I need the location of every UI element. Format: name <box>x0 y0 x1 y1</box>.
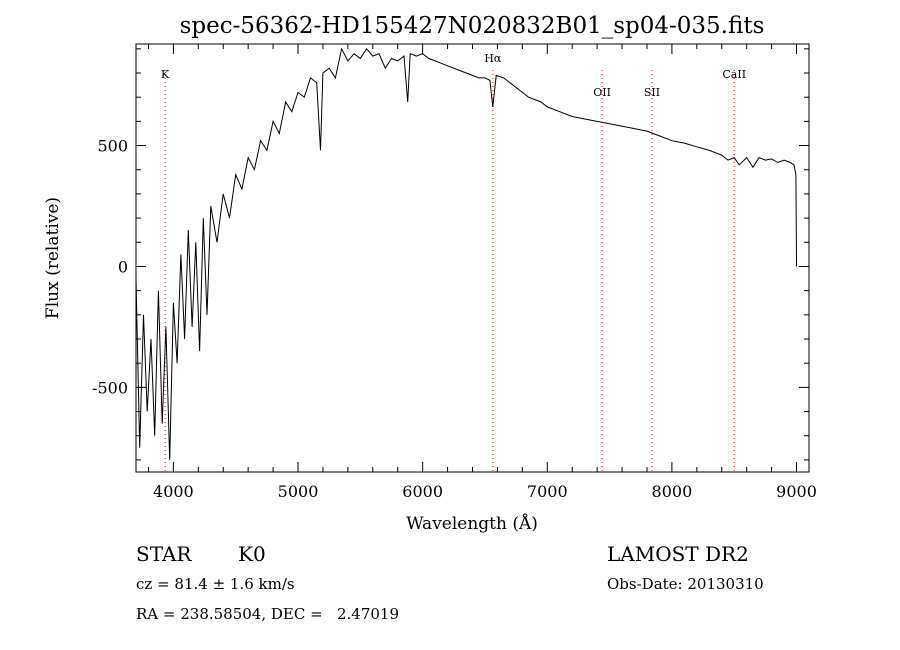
survey-name: LAMOST DR2 <box>607 542 749 566</box>
observation-date: Obs-Date: 20130310 <box>607 575 764 593</box>
object-subclass: K0 <box>238 542 266 566</box>
x-tick-label: 8000 <box>652 482 693 501</box>
y-tick-label: 500 <box>97 137 128 156</box>
x-tick-label: 5000 <box>278 482 319 501</box>
annotation-label: CaII <box>722 68 746 81</box>
spectrum-line <box>135 47 797 460</box>
x-tick-label: 7000 <box>527 482 568 501</box>
chart-title: spec-56362-HD155427N020832B01_sp04-035.f… <box>180 13 765 39</box>
line-annotations: K Hα OII SII CaII <box>161 52 746 99</box>
x-axis: 4000 5000 6000 7000 8000 9000 <box>147 44 817 501</box>
coordinates: RA = 238.58504, DEC = 2.47019 <box>136 605 400 623</box>
redshift-value: cz = 81.4 ± 1.6 km/s <box>136 575 295 593</box>
annotation-label: SII <box>644 86 660 99</box>
y-axis-label: Flux (relative) <box>43 197 63 319</box>
y-tick-label: -500 <box>92 378 128 397</box>
annotation-label: K <box>161 68 170 81</box>
x-tick-label: 6000 <box>402 482 443 501</box>
annotation-label: OII <box>593 86 611 99</box>
y-axis: -500 0 500 <box>92 48 809 461</box>
object-class: STAR <box>136 542 192 566</box>
x-tick-label: 4000 <box>153 482 194 501</box>
x-tick-label: 9000 <box>776 482 817 501</box>
x-axis-label: Wavelength (Å) <box>406 513 538 534</box>
plot-frame <box>135 43 810 473</box>
y-tick-label: 0 <box>118 257 128 276</box>
annotation-label: Hα <box>484 52 502 65</box>
reference-lines <box>164 70 735 472</box>
